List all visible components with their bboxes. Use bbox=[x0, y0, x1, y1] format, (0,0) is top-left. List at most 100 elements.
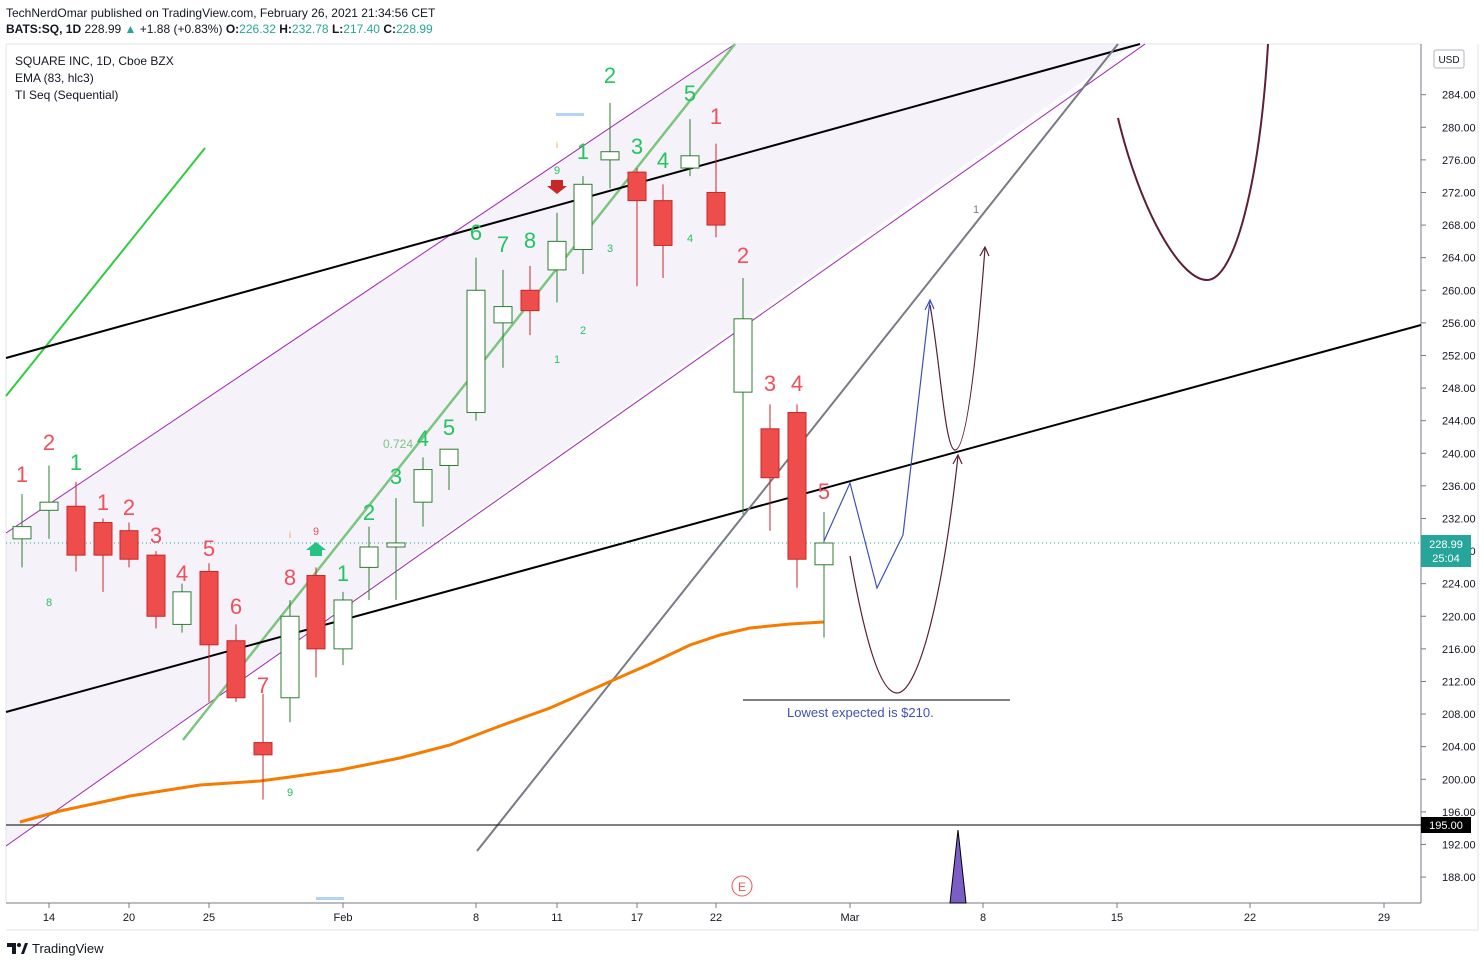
gray-line-label: 1 bbox=[973, 204, 979, 216]
x-tick-label: 17 bbox=[631, 912, 643, 924]
price-axis[interactable]: 188.00 192.00 196.00 200.00 204.00 208.00 212.… bbox=[1421, 90, 1476, 884]
td-count-label: 3 bbox=[390, 464, 402, 489]
projection-arrow-blue bbox=[924, 298, 935, 311]
candle-body bbox=[66, 505, 86, 556]
td-count-label: 4 bbox=[657, 148, 669, 173]
td-count-label: 4 bbox=[417, 426, 429, 451]
y-tick-label: 284.00 bbox=[1442, 90, 1476, 102]
price-tag-box bbox=[1421, 535, 1471, 567]
footer-brand[interactable]: TradingView bbox=[6, 940, 104, 956]
currency-label: USD bbox=[1438, 55, 1459, 66]
change: +1.88 (+0.83%) bbox=[139, 22, 223, 36]
x-tick-label: 29 bbox=[1378, 912, 1390, 924]
td-count-label: 4 bbox=[791, 371, 803, 396]
y-tick-label: 264.00 bbox=[1442, 253, 1476, 265]
tradingview-logo-icon bbox=[6, 940, 28, 956]
black-resistance-line bbox=[5, 43, 1141, 359]
td-count-label: 7 bbox=[497, 232, 509, 257]
candle-body bbox=[359, 546, 379, 568]
candle-body bbox=[706, 191, 726, 226]
currency-box[interactable] bbox=[1433, 49, 1465, 69]
candle-body bbox=[439, 448, 459, 466]
candle-body bbox=[653, 200, 673, 246]
candle-body bbox=[280, 615, 300, 699]
candle-body bbox=[600, 151, 620, 161]
high-label: H: bbox=[279, 22, 292, 36]
x-tick-label: 15 bbox=[1111, 912, 1123, 924]
td-setup-label: 9 bbox=[287, 787, 293, 799]
td-count-label: 1 bbox=[577, 139, 589, 164]
ti-legend[interactable]: TI Seq (Sequential) bbox=[15, 88, 119, 102]
marker-top bbox=[556, 113, 584, 116]
volume-spike bbox=[949, 829, 967, 904]
price-tag-value: 228.99 bbox=[1429, 539, 1463, 551]
low-value: 217.40 bbox=[343, 22, 380, 36]
y-tick-label: 196.00 bbox=[1442, 807, 1476, 819]
candle-body bbox=[814, 542, 834, 566]
projection-arrow-dark-1 bbox=[979, 245, 990, 257]
y-tick-label: 268.00 bbox=[1442, 220, 1476, 232]
candle-body bbox=[493, 306, 513, 324]
td-count-label: 2 bbox=[737, 243, 749, 268]
y-tick-label: 224.00 bbox=[1442, 579, 1476, 591]
footer-brand-label: TradingView bbox=[32, 940, 104, 956]
projection-path-dark-2 bbox=[849, 455, 959, 694]
td-count-label: 1 bbox=[337, 561, 349, 586]
chart-title[interactable]: SQUARE INC, 1D, Cboe BZX bbox=[15, 54, 174, 68]
candle-body bbox=[760, 428, 780, 479]
marker-bottom bbox=[316, 897, 344, 900]
td-count-label: 5 bbox=[203, 536, 215, 561]
td-count-label: 1 bbox=[70, 450, 82, 475]
td-count-label: 5 bbox=[818, 479, 830, 504]
x-tick-label: Mar bbox=[841, 912, 860, 924]
candle-body bbox=[520, 289, 540, 312]
candle-body bbox=[787, 412, 807, 560]
candle-body bbox=[466, 289, 486, 414]
candle-body bbox=[680, 155, 700, 169]
candles bbox=[12, 102, 834, 800]
lowest-expected-label: Lowest expected is $210. bbox=[787, 705, 934, 720]
ohlc-line: BATS:SQ, 1D 228.99 ▲ +1.88 (+0.83%) O:22… bbox=[6, 22, 433, 36]
y-tick-label: 212.00 bbox=[1442, 676, 1476, 688]
td-setup-label: 8 bbox=[46, 597, 52, 609]
td-count-label: 3 bbox=[764, 371, 776, 396]
x-tick-label: 22 bbox=[1244, 912, 1256, 924]
close-label: C: bbox=[383, 22, 396, 36]
x-tick-label: 25 bbox=[203, 912, 215, 924]
candle-body bbox=[253, 742, 273, 756]
y-tick-label: 244.00 bbox=[1442, 416, 1476, 428]
y-tick-label: 220.00 bbox=[1442, 611, 1476, 623]
time-axis[interactable]: 14 20 25 Feb 8 11 17 22 Mar 8 15 22 29 bbox=[43, 903, 1390, 924]
channel-lower-line bbox=[5, 43, 1146, 847]
fib-label: 0.724 bbox=[383, 437, 413, 451]
projection-path-dark-1 bbox=[929, 247, 986, 451]
td-setup-label: 2 bbox=[580, 325, 586, 337]
projection-path-blue bbox=[823, 299, 931, 590]
small-marker-2: i bbox=[289, 530, 291, 540]
projection-arrow-dark-2 bbox=[952, 453, 963, 465]
ema-legend[interactable]: EMA (83, hlc3) bbox=[15, 71, 94, 85]
price-tag-countdown: 25:04 bbox=[1432, 553, 1460, 565]
td-count-label: 3 bbox=[150, 523, 162, 548]
y-tick-label: 236.00 bbox=[1442, 481, 1476, 493]
publish-info: TechNerdOmar published on TradingView.co… bbox=[6, 6, 436, 20]
green-trendline-long bbox=[182, 43, 736, 741]
symbol[interactable]: BATS:SQ, 1D bbox=[6, 22, 82, 36]
candle-body bbox=[119, 530, 139, 560]
small-marker-1: i bbox=[556, 140, 558, 150]
td-count-label: 8 bbox=[524, 228, 536, 253]
y-tick-label: 276.00 bbox=[1442, 155, 1476, 167]
y-tick-label: 240.00 bbox=[1442, 448, 1476, 460]
earnings-marker[interactable] bbox=[731, 875, 753, 897]
up-arrow-icon: ▲ bbox=[124, 22, 137, 36]
y-tick-label: 252.00 bbox=[1442, 350, 1476, 362]
y-tick-label: 256.00 bbox=[1442, 318, 1476, 330]
td-count-label: 2 bbox=[43, 430, 55, 455]
td-count-label: 2 bbox=[363, 500, 375, 525]
candle-body bbox=[733, 318, 753, 393]
candle-body bbox=[413, 469, 433, 503]
td-count-label: 5 bbox=[684, 81, 696, 106]
channel-upper-line bbox=[5, 43, 736, 534]
x-tick-label: 8 bbox=[473, 912, 479, 924]
